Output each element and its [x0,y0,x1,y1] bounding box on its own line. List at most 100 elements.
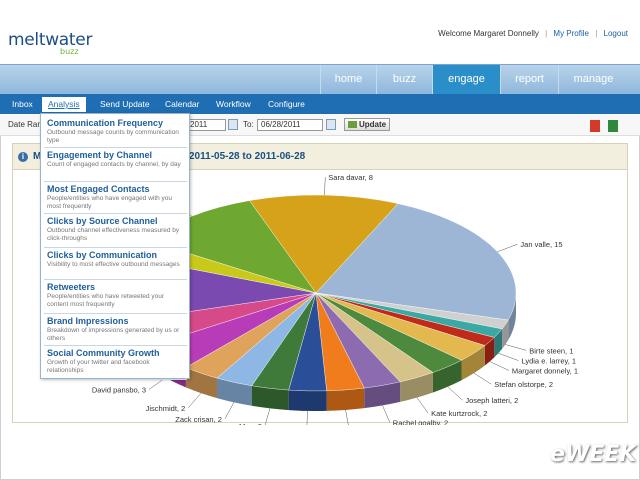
menu-item-title: Clicks by Source Channel [47,216,158,226]
slice-label: David pansbo, 3 [92,385,146,394]
menu-item-most-engaged-contacts[interactable]: Most Engaged Contacts People/entities who… [44,182,187,214]
pie-slice-side [461,345,485,381]
pie-slice-side [400,372,433,402]
tab-manage[interactable]: manage [558,65,628,95]
menu-item-brand-impressions[interactable]: Brand Impressions Breakdown of impression… [44,314,187,346]
tab-report[interactable]: report [500,65,558,95]
menu-item-retweeters[interactable]: Retweeters People/entities who have retwe… [44,280,187,314]
calendar-icon[interactable] [228,119,238,130]
label-leader-line [473,372,492,385]
menu-item-title: Communication Frequency [47,118,164,128]
tab-buzz[interactable]: buzz [376,65,432,95]
menu-item-title: Retweeters [47,282,96,292]
menu-item-title: Most Engaged Contacts [47,184,150,194]
watermark-text: eWEEK [550,442,637,467]
pie-slice-side [288,390,327,411]
subtab-configure[interactable]: Configure [268,99,305,109]
pie-slice[interactable] [249,194,399,294]
link-separator: | [545,29,548,38]
pie-slice-side [185,367,217,399]
slice-label: Lydia e. larrey, 1 [521,357,576,366]
eweek-watermark: eWEEK [550,442,636,474]
subtab-calendar[interactable]: Calendar [165,99,200,109]
menu-item-clicks-by-source-channel[interactable]: Clicks by Source Channel Outbound channel… [44,214,187,248]
update-label: Update [359,120,387,129]
slice-label: Kate kurtzrock, 2 [431,409,487,418]
main-nav: home buzz engage report manage [0,64,640,95]
pie-slice-side [484,337,495,366]
pie-slice-side [251,385,289,411]
panel-title-left: M [33,151,42,162]
menu-item-title: Brand Impressions [47,316,129,326]
meltwater-logo[interactable]: meltwater buzz [8,30,93,56]
menu-item-engagement-by-channel[interactable]: Engagement by Channel Count of engaged co… [44,148,187,182]
pie-slice-side [432,360,462,393]
pie-slice-side [508,293,516,341]
menu-item-social-community-growth[interactable]: Social Community Growth Growth of your tw… [44,346,187,380]
tab-engage[interactable]: engage [432,65,500,95]
pie-slice-side [326,388,365,411]
subtab-send-update[interactable]: Send Update [100,99,150,109]
label-leader-line [188,392,202,409]
label-leader-line [505,344,527,351]
label-leader-line [345,409,349,425]
logo-main: meltwater [8,30,93,50]
slice-label: Sara davar, 8 [328,173,373,182]
subtab-inbox[interactable]: Inbox [12,99,33,109]
label-leader-line [382,405,391,423]
slice-label: Stefan olstorpe, 2 [494,380,553,389]
my-profile-link[interactable]: My Profile [553,29,589,38]
menu-item-description: People/entities who have engaged with yo… [47,195,173,210]
menu-item-description: Breakdown of impressions generated by us… [47,327,180,342]
pie-slice-side [494,328,503,358]
slice-label: Meg, 2 [239,422,262,425]
sub-nav: Inbox Analysis Send Update Calendar Work… [0,94,640,114]
to-date-input[interactable]: 06/28/2011 [257,119,323,131]
slice-label: Rosalie ootojan, 2 [352,424,412,425]
slice-label: Joseph latteri, 2 [465,396,518,405]
label-leader-line [416,397,429,414]
pie-slice[interactable] [315,203,517,321]
welcome-text: Welcome Margaret Donnelly [438,29,539,38]
menu-item-description: Visibility to most effective outbound me… [47,261,180,268]
pie-slice-side [502,320,509,349]
logo-sub: buzz [60,47,79,56]
menu-item-title: Engagement by Channel [47,150,153,160]
panel-title-range: 2011-05-28 to 2011-06-28 [189,151,306,162]
menu-item-description: People/entities who have retweeted your … [47,293,165,308]
pie-slice-side [216,378,252,406]
menu-item-description: Growth of your twitter and facebook rela… [47,359,150,374]
menu-item-communication-frequency[interactable]: Communication Frequency Outbound message … [44,116,187,148]
menu-item-description: Count of engaged contacts by channel, by… [47,161,181,168]
menu-item-description: Outbound channel effectiveness measured … [47,227,180,242]
date-range-label: Date Ran [8,120,42,129]
tab-home[interactable]: home [320,65,376,95]
excel-export-icon[interactable] [608,120,618,132]
label-leader-line [306,410,308,425]
slice-label: Jan valle, 15 [520,240,562,249]
to-label: To: [243,120,254,129]
info-icon[interactable]: i [18,152,28,162]
slice-label: Margaret donnely, 1 [512,366,578,375]
slice-label: Jischmidt, 2 [146,404,186,413]
logout-link[interactable]: Logout [603,29,628,38]
from-date-input[interactable]: 2011 [186,119,226,131]
menu-item-title: Social Community Growth [47,348,160,358]
menu-item-clicks-by-communication[interactable]: Clicks by Communication Visibility to mos… [44,248,187,280]
update-button[interactable]: Update [344,118,390,131]
calendar-icon[interactable] [326,119,336,130]
subtab-workflow[interactable]: Workflow [216,99,251,109]
subtab-analysis[interactable]: Analysis [42,97,86,112]
label-leader-line [447,386,463,401]
pie-slice-side [364,381,401,409]
label-leader-line [497,243,518,253]
link-separator: | [595,29,598,38]
menu-item-description: Outbound message counts by communication… [47,129,179,144]
analysis-dropdown-menu: Communication Frequency Outbound message … [40,113,190,380]
slice-label: Zack crisan, 2 [175,415,222,424]
label-leader-line [224,402,235,419]
slice-label: Birte steen, 1 [529,346,573,355]
pdf-export-icon[interactable] [590,120,600,132]
refresh-icon [348,121,357,128]
